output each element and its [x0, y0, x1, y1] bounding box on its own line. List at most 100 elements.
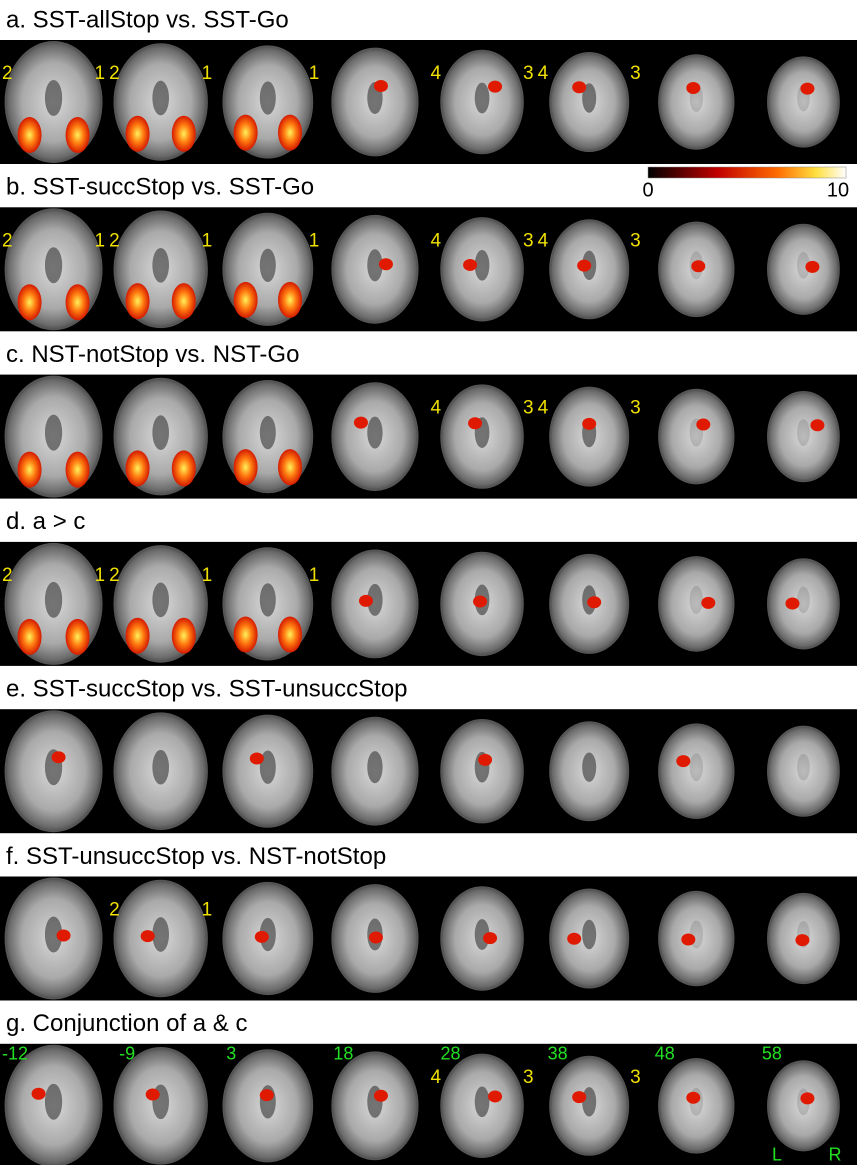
activation: [172, 618, 196, 654]
slice-label: 3: [523, 63, 534, 84]
slice-z: 48: [655, 1044, 675, 1064]
slice-z: -9: [119, 1044, 135, 1064]
slice-z: 38: [548, 1044, 568, 1064]
ventricle: [582, 1087, 596, 1116]
activation: [354, 417, 368, 429]
activation: [234, 115, 258, 151]
ventricle: [582, 920, 596, 949]
activation: [146, 1088, 160, 1100]
activation: [18, 452, 42, 488]
activation: [686, 82, 700, 94]
slice-label: 1: [202, 900, 213, 921]
ventricle: [152, 583, 169, 618]
activation: [66, 452, 90, 488]
activation: [126, 618, 150, 654]
orientation-right: R: [829, 1145, 842, 1165]
activation: [57, 930, 71, 942]
activation: [374, 1090, 388, 1102]
activation: [805, 261, 819, 273]
activation: [359, 595, 373, 607]
activation: [810, 419, 824, 431]
activation: [369, 931, 383, 943]
slice-label: 4: [431, 398, 442, 419]
activation: [278, 115, 302, 151]
activation: [172, 450, 196, 486]
activation: [379, 258, 393, 270]
activation: [234, 282, 258, 318]
colorbar: [648, 167, 846, 178]
slice-z: 28: [441, 1044, 461, 1064]
activation: [66, 117, 90, 153]
slice-label: 3: [630, 230, 641, 251]
ventricle: [45, 1084, 62, 1120]
slice-z: -12: [2, 1044, 28, 1064]
slice-label: 3: [630, 1067, 641, 1088]
activation: [463, 259, 477, 271]
activation: [587, 596, 601, 608]
activation: [278, 282, 302, 318]
activation: [141, 930, 155, 942]
activation: [172, 283, 196, 319]
slice-label: 2: [109, 900, 120, 921]
slice-z: 3: [226, 1044, 236, 1064]
ventricle: [690, 753, 703, 781]
activation: [260, 1089, 274, 1101]
slice-label: 3: [523, 1067, 534, 1088]
slice-label: 1: [309, 230, 320, 251]
slice-label: 3: [630, 398, 641, 419]
slice-label: 2: [109, 565, 120, 586]
panel-title: d. a > c: [6, 508, 85, 535]
slice-label: 2: [2, 230, 13, 251]
panel-title: b. SST-succStop vs. SST-Go: [6, 174, 314, 201]
activation: [126, 116, 150, 152]
activation: [676, 755, 690, 767]
slice-label: 1: [309, 63, 320, 84]
activation: [800, 83, 814, 95]
activation: [32, 1088, 46, 1100]
activation: [696, 419, 710, 431]
activation: [66, 619, 90, 655]
orientation-left: L: [772, 1145, 782, 1165]
ventricle: [367, 417, 382, 449]
activation: [488, 81, 502, 93]
slice-label: 3: [523, 230, 534, 251]
slice-label: 4: [431, 63, 442, 84]
figure: 0 10 a. SST-allStop vs. SST-Go212114343b…: [0, 0, 857, 1165]
activation: [488, 1090, 502, 1102]
ventricle: [152, 81, 169, 116]
slice-z: 18: [333, 1044, 353, 1064]
slice-label: 4: [538, 398, 549, 419]
panel-title: e. SST-succStop vs. SST-unsuccStop: [6, 676, 408, 703]
activation: [126, 283, 150, 319]
activation: [473, 596, 487, 608]
ventricle: [260, 81, 276, 114]
slice-label: 2: [2, 63, 13, 84]
ventricle: [152, 415, 169, 450]
slice-label: 4: [431, 230, 442, 251]
slice-label: 1: [95, 63, 106, 84]
activation: [18, 284, 42, 320]
ventricle: [152, 248, 169, 283]
ventricle: [475, 83, 490, 114]
activation: [483, 932, 497, 944]
activation: [572, 1091, 586, 1103]
slice-label: 1: [309, 565, 320, 586]
activation: [701, 597, 715, 609]
ventricle: [45, 247, 62, 283]
activation: [681, 933, 695, 945]
ventricle: [260, 416, 276, 449]
ventricle: [797, 587, 810, 614]
ventricle: [260, 249, 276, 282]
slice-label: 2: [109, 230, 120, 251]
slice-label: 1: [202, 565, 213, 586]
activation: [18, 117, 42, 153]
activation: [278, 449, 302, 485]
ventricle: [475, 1086, 490, 1117]
ventricle: [45, 582, 62, 618]
ventricle: [797, 419, 810, 446]
slice-z: 58: [762, 1044, 782, 1064]
activation: [691, 260, 705, 272]
activation: [800, 1092, 814, 1104]
ventricle: [152, 750, 169, 785]
activation: [374, 80, 388, 92]
